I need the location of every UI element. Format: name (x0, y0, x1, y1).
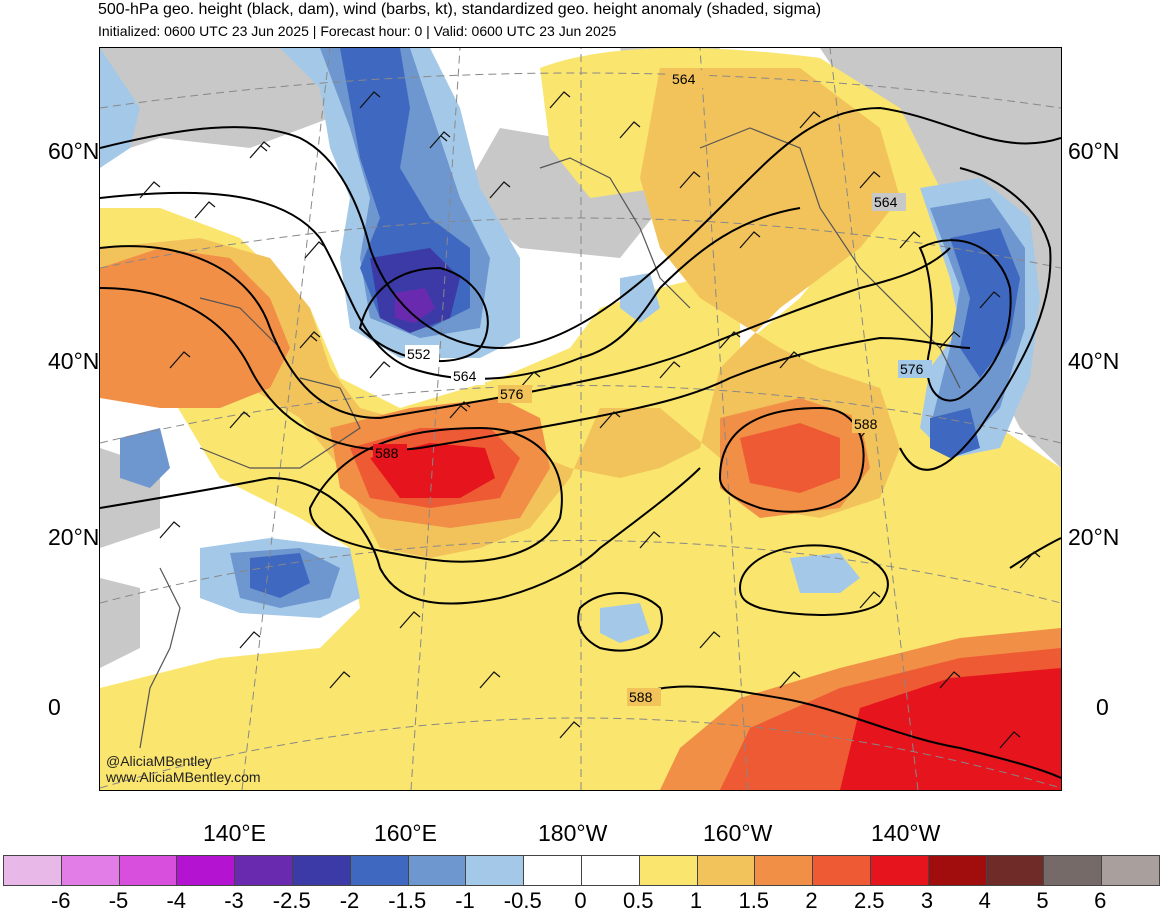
contour-label: 564 (453, 368, 477, 384)
lon-label: 160°W (703, 820, 773, 846)
colorbar-tick-label: -5 (108, 888, 129, 913)
colorbar-box (350, 856, 409, 885)
contour-label: 576 (500, 386, 524, 402)
anomaly-neg-far-nw (100, 48, 140, 168)
anomaly-neg-tropical-inner (250, 553, 310, 598)
lon-label: 140°E (203, 820, 266, 846)
colorbar-tick-label: 1 (689, 888, 703, 913)
colorbar-tick-label: 5 (1036, 888, 1049, 913)
lat-label-right: 60°N (1068, 138, 1120, 164)
colorbar-box (1102, 856, 1159, 885)
colorbar-box (813, 856, 871, 885)
colorbar-box (119, 856, 178, 885)
contour-labels: 564 564 552 564 576 588 576 588 588 (373, 70, 932, 706)
colorbar-tick-label: 0.5 (622, 888, 654, 913)
contour-label: 564 (672, 71, 696, 87)
lon-label: 160°E (374, 820, 437, 846)
contour-label: 552 (407, 346, 431, 362)
credit-handle: @AliciaMBentley (106, 753, 213, 769)
contour-label: 576 (900, 361, 924, 377)
lon-label: 140°W (871, 820, 941, 846)
anomaly-positive-1 (100, 68, 900, 558)
anomaly-neg-small-3 (790, 553, 860, 593)
coastlines (139, 127, 961, 749)
colorbar-box (4, 856, 62, 885)
colorbar-box (466, 856, 525, 885)
colorbar-tick-label: 1.5 (738, 888, 770, 913)
anomaly-red-east (740, 423, 840, 493)
colorbar-tick-label: 2 (805, 888, 818, 913)
contour-label: 588 (854, 416, 878, 432)
lat-label-left: 0 (48, 694, 61, 720)
map-canvas: 564 564 552 564 576 588 576 588 588 (100, 48, 1061, 790)
lat-label-left: 20°N (48, 524, 100, 550)
contour-label: 564 (874, 194, 898, 210)
colorbar-tick-label: 2.5 (853, 888, 885, 913)
colorbar-tick-label: -2.5 (272, 888, 311, 913)
contour-label: 588 (375, 445, 399, 461)
colorbar-box (639, 856, 698, 885)
grey-area-nw (100, 48, 340, 158)
colorbar-box (755, 856, 814, 885)
anomaly-neg-east-south (930, 408, 980, 458)
anomaly-neg-trough-center (395, 288, 435, 323)
colorbar-ticks: -6 -5 -4 -3 -2.5 -2 -1.5 -1 -0.5 0 0.5 1 1.5 2 2.5 3 4 5 6 (0, 888, 1160, 913)
lon-label: 180°W (538, 820, 608, 846)
colorbar-box (870, 856, 929, 885)
credit-website: www.AliciaMBentley.com (106, 769, 261, 785)
colorbar-tick-label: 3 (920, 888, 934, 913)
grey-area-sw (100, 578, 140, 668)
map-subtitle: Initialized: 0600 UTC 23 Jun 2025 | Fore… (98, 23, 617, 39)
anomaly-neg-small-2 (620, 273, 660, 323)
colorbar-tick-label: 6 (1094, 888, 1107, 913)
contour-label: 588 (629, 689, 653, 705)
map-panel: 564 564 552 564 576 588 576 588 588 @Ali… (99, 47, 1062, 791)
colorbar-tick-label: -3 (224, 888, 244, 913)
colorbar-box (1044, 856, 1103, 885)
lat-label-left: 60°N (48, 138, 100, 164)
lat-label-right: 20°N (1068, 524, 1120, 550)
colorbar-box (581, 856, 640, 885)
height-contours (100, 106, 1061, 779)
anomaly-blob-west (100, 248, 290, 408)
map-title: 500-hPa geo. height (black, dam), wind (… (98, 1, 822, 18)
colorbar-box (408, 856, 467, 885)
colorbar-box (177, 856, 236, 885)
colorbar-tick-label: 0 (574, 888, 587, 913)
colorbar-tick-label: -1.5 (388, 888, 427, 913)
colorbar-box (697, 856, 756, 885)
colorbar-tick-label: -6 (50, 888, 71, 913)
anomaly-neg-small-1 (600, 603, 650, 643)
anomaly-neg-west (120, 428, 170, 488)
lat-label-right: 0 (1096, 694, 1109, 720)
lat-label-left: 40°N (48, 348, 100, 374)
colorbar (3, 855, 1160, 886)
colorbar-box (61, 856, 120, 885)
colorbar-tick-label: -1 (455, 888, 475, 913)
colorbar-box (235, 856, 293, 885)
colorbar-tick-label: -0.5 (503, 888, 542, 913)
colorbar-tick-label: 4 (978, 888, 991, 913)
colorbar-tick-label: -2 (339, 888, 360, 913)
graticule (100, 48, 1061, 790)
lat-label-right: 40°N (1068, 348, 1120, 374)
colorbar-box (986, 856, 1045, 885)
colorbar-box (524, 856, 582, 885)
colorbar-box (928, 856, 987, 885)
colorbar-tick-label: -4 (166, 888, 187, 913)
colorbar-box (292, 856, 351, 885)
